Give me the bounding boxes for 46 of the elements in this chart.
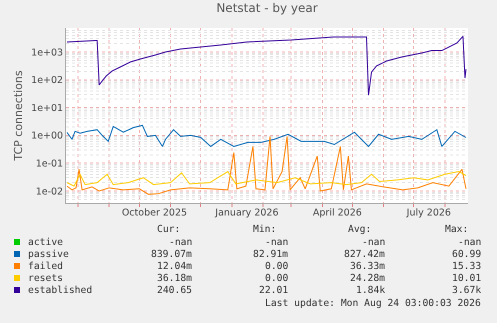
text: -nan (265, 237, 288, 248)
y-tick-label: 1e+01 (31, 102, 64, 114)
text: -nan (362, 237, 386, 248)
legend-label: established (28, 285, 92, 296)
text: Avg: (348, 224, 372, 235)
y-tick-label: 1e+02 (31, 75, 64, 86)
line-series (66, 36, 466, 96)
legend-label: resets (28, 273, 63, 284)
x-tick-label: January 2026 (214, 207, 279, 218)
legend-label: passive (28, 249, 69, 260)
text: 3.67k (452, 285, 482, 296)
y-tick-label: 1e-01 (36, 158, 64, 170)
text: Last update: Mon Aug 24 03:00:03 2026 (265, 298, 481, 309)
chart-title: Netstat - by year (216, 1, 318, 16)
y-tick-label: 1e-02 (36, 186, 64, 198)
text: Cur: (157, 224, 180, 235)
line-series (66, 171, 466, 187)
y-tick-label: 1e+00 (31, 130, 64, 142)
text: 839.07m (151, 249, 192, 260)
text: 60.99 (452, 249, 482, 260)
x-tick-label: July 2026 (406, 207, 451, 218)
text: 22.01 (259, 285, 288, 296)
text: Min: (253, 224, 276, 235)
text: 0.00 (265, 261, 288, 272)
text: Max: (445, 224, 468, 235)
x-tick-label: October 2025 (122, 207, 188, 218)
text: 15.33 (452, 261, 482, 272)
text: 10.01 (452, 273, 482, 284)
text: 36.18m (157, 273, 192, 284)
y-tick-label: 1e+03 (31, 47, 64, 58)
y-axis-title: TCP connections (12, 70, 25, 162)
legend-label: active (28, 237, 64, 248)
text: 82.91m (253, 249, 288, 260)
text: -nan (458, 237, 482, 248)
text: 12.04m (157, 261, 192, 272)
text: 36.33m (350, 261, 386, 272)
legend-label: failed (28, 261, 63, 272)
text: 827.42m (344, 249, 385, 260)
text: 24.28m (350, 273, 386, 284)
x-tick-label: April 2026 (312, 207, 362, 218)
text: 1.84k (356, 285, 386, 296)
line-series (66, 124, 466, 147)
text: -nan (169, 237, 192, 248)
text: 0.00 (265, 273, 288, 284)
text: 240.65 (157, 285, 192, 296)
line-series (66, 136, 466, 195)
